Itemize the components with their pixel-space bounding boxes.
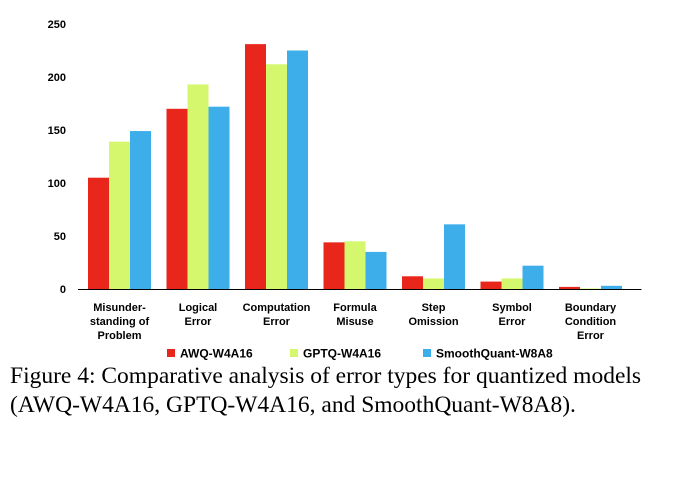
bar-gptq-w4a16-0: [109, 141, 130, 289]
x-category-label: Step Omission: [408, 302, 458, 328]
legend-swatch: [290, 349, 298, 357]
bar-awq-w4a16-0: [88, 177, 109, 289]
bar-awq-w4a16-1: [166, 108, 188, 289]
bar-awq-w4a16-3: [323, 242, 345, 289]
x-category-label: Symbol Error: [492, 302, 532, 328]
legend: AWQ-W4A16 GPTQ-W4A16 SmoothQuant-W8A8: [167, 347, 553, 361]
x-category-label: Boundary Condition Error: [565, 302, 617, 342]
y-axis-ticks: 0 50 100 150 200 250: [48, 19, 66, 296]
bar-gptq-w4a16-5: [501, 278, 523, 289]
bar-smoothquant-w8a8-2: [287, 50, 308, 289]
bar-smoothquant-w8a8-6: [601, 285, 622, 289]
bar-awq-w4a16-6: [559, 286, 580, 289]
legend-swatch: [167, 349, 175, 357]
figure-caption: Figure 4: Comparative analysis of error …: [10, 363, 642, 418]
bar-smoothquant-w8a8-4: [444, 224, 465, 289]
bar-marks: [88, 44, 622, 290]
x-axis-category-labels: Misunder-standing of Problem Logical Error C…: [90, 302, 617, 342]
bar-gptq-w4a16-4: [423, 278, 444, 289]
y-tick-label: 0: [60, 284, 66, 296]
bar-gptq-w4a16-6: [580, 288, 601, 289]
y-tick-label: 100: [48, 178, 66, 190]
legend-swatch: [423, 349, 431, 357]
y-tick-label: 250: [48, 19, 66, 31]
x-category-label: Misunder-standing of Problem: [90, 302, 150, 342]
legend-label: GPTQ-W4A16: [303, 347, 381, 361]
x-category-label: Formula Misuse: [333, 302, 377, 328]
bar-smoothquant-w8a8-5: [522, 265, 544, 289]
bar-smoothquant-w8a8-0: [130, 131, 151, 289]
bar-awq-w4a16-5: [480, 281, 502, 289]
bar-awq-w4a16-4: [402, 276, 423, 289]
legend-label: AWQ-W4A16: [180, 347, 253, 361]
bar-smoothquant-w8a8-3: [365, 251, 387, 289]
y-tick-label: 200: [48, 72, 66, 84]
y-tick-label: 150: [48, 125, 66, 137]
bar-awq-w4a16-2: [245, 44, 266, 289]
bar-gptq-w4a16-3: [344, 241, 366, 289]
bar-gptq-w4a16-1: [187, 84, 209, 289]
bar-smoothquant-w8a8-1: [208, 106, 230, 290]
legend-label: SmoothQuant-W8A8: [436, 347, 553, 361]
x-category-label: Logical Error: [179, 302, 218, 328]
x-category-label: Computation Error: [243, 302, 311, 328]
bar-gptq-w4a16-2: [266, 64, 287, 289]
y-tick-label: 50: [54, 231, 66, 243]
error-types-bar-chart: 0 50 100 150 200 250 Misunder-standing of Prob…: [48, 19, 642, 361]
